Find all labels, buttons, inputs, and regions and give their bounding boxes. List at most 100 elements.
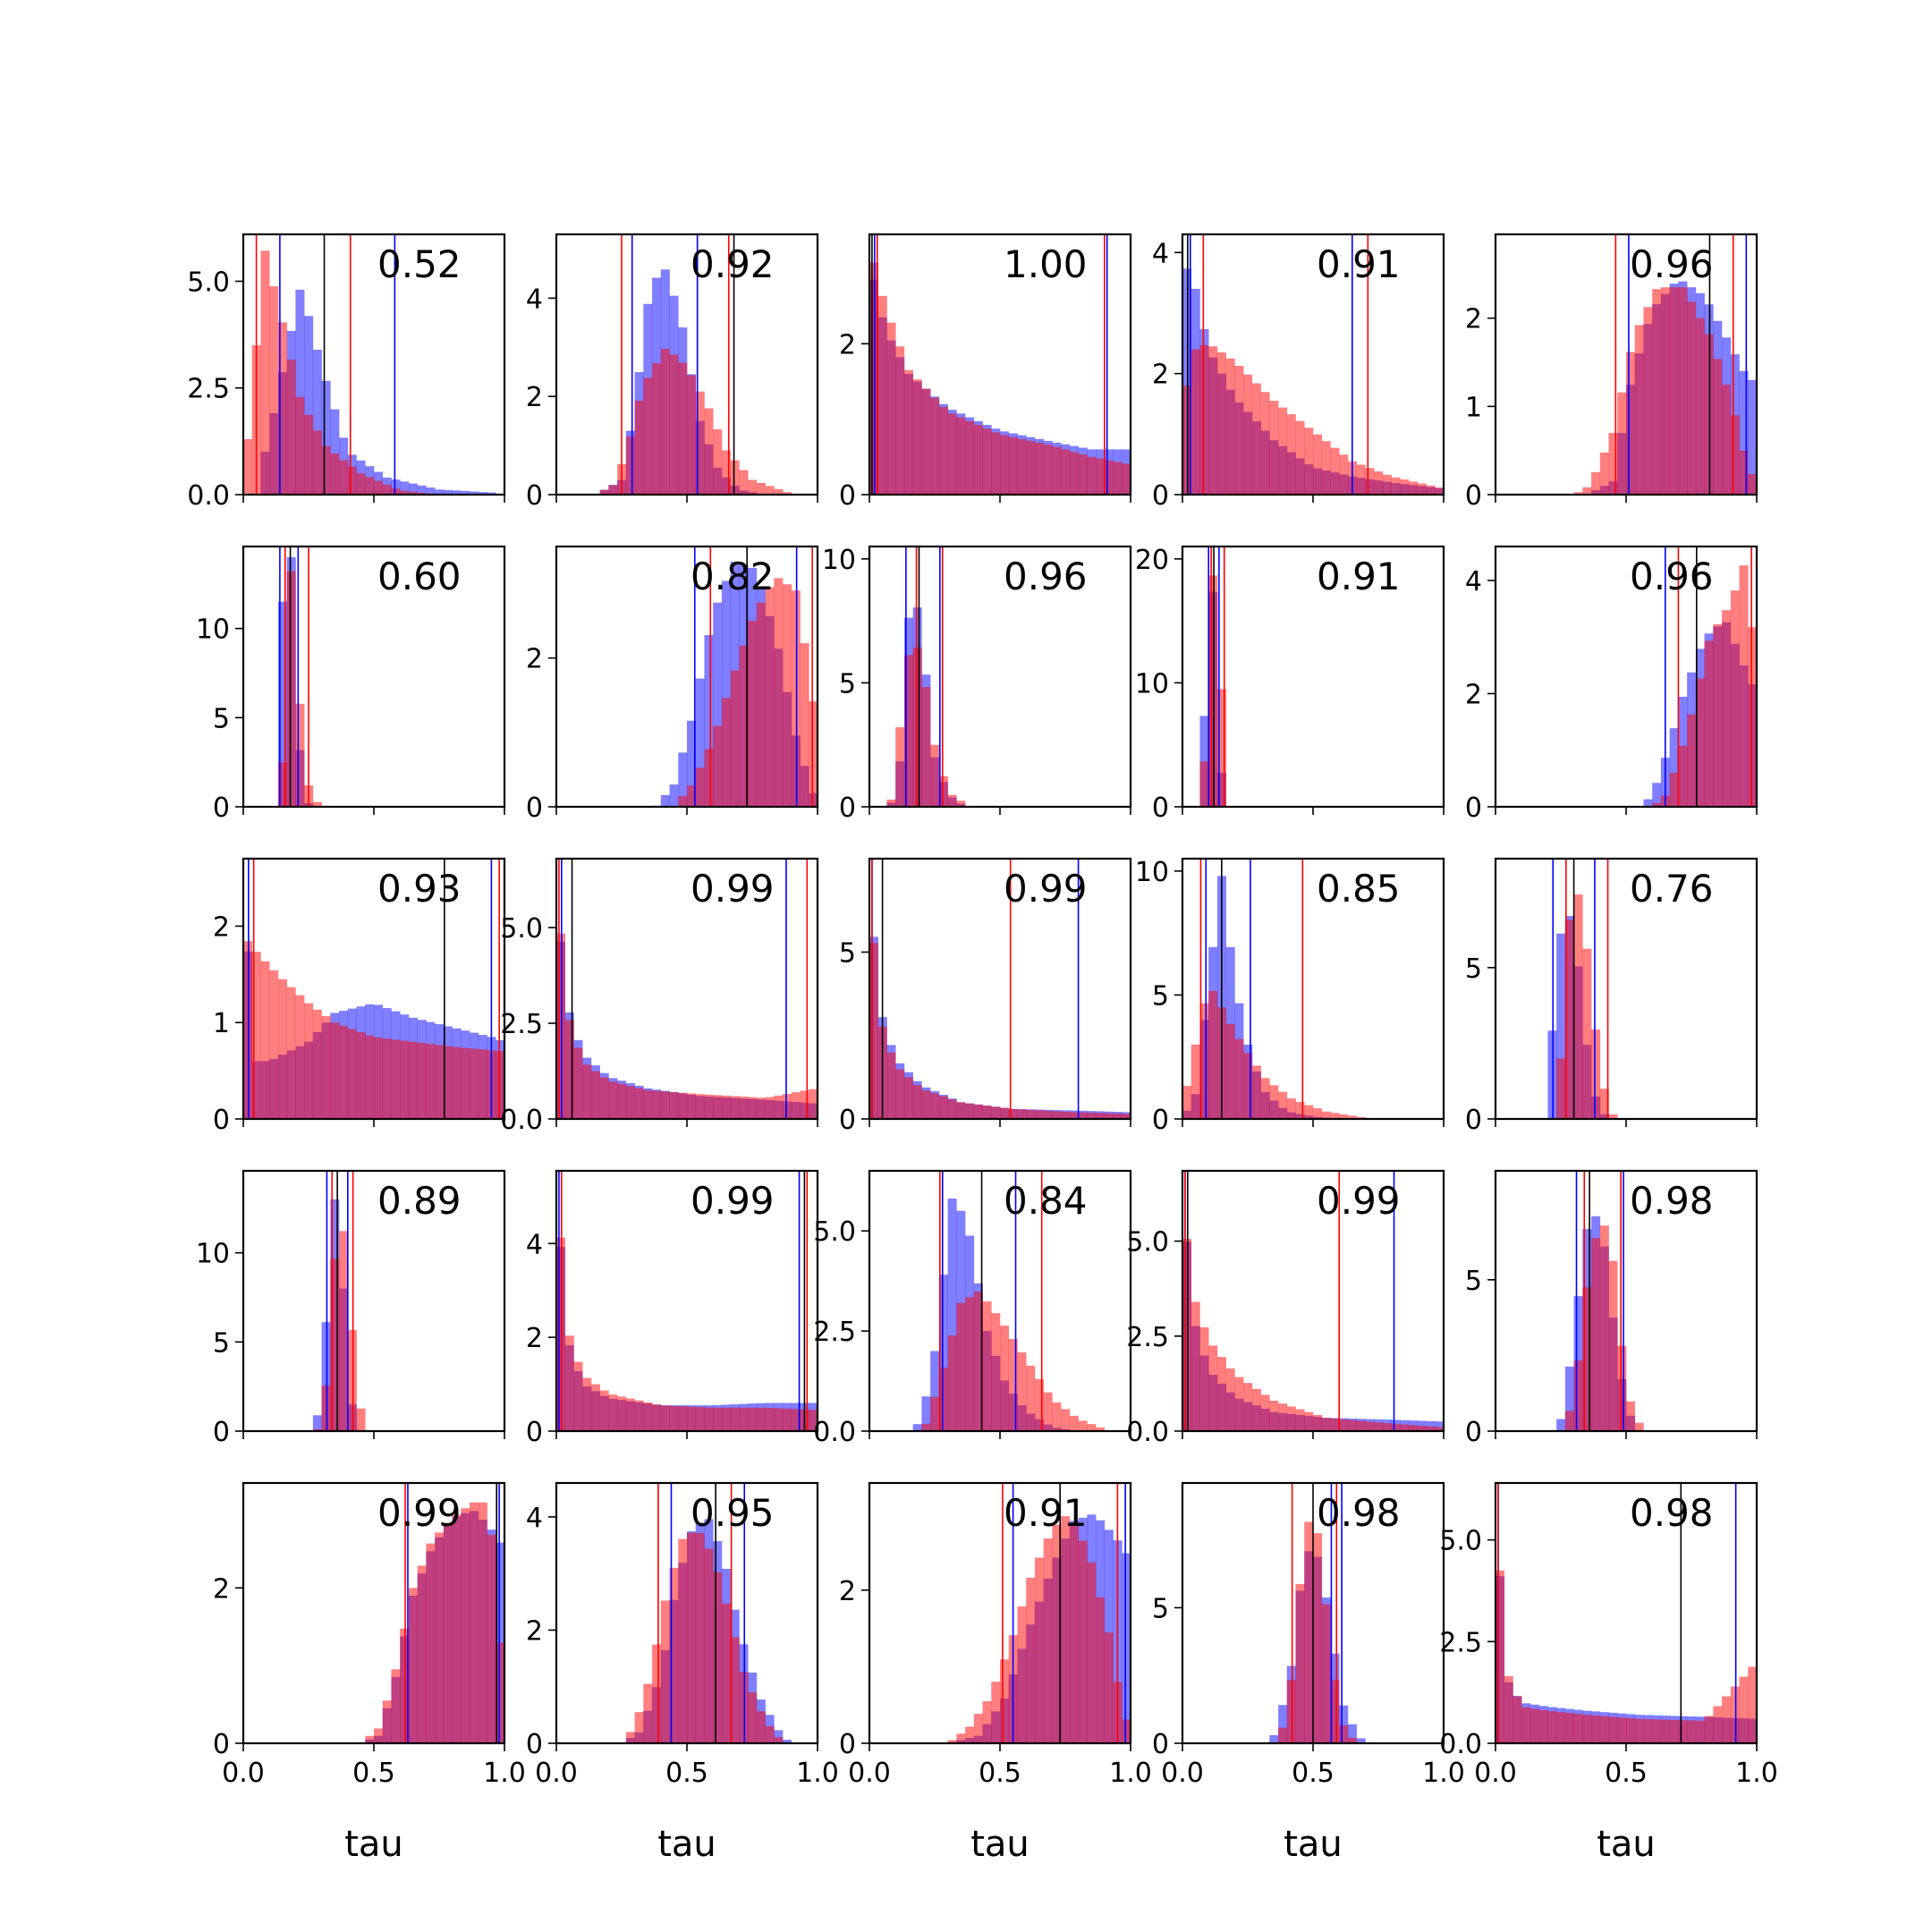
red-bar	[1191, 1044, 1200, 1119]
plot-area	[277, 547, 322, 807]
panel-value-label: 0.96	[1004, 555, 1088, 598]
red-histogram	[1182, 345, 1444, 495]
red-bar	[1739, 450, 1749, 495]
red-bar	[704, 749, 714, 807]
red-bar	[286, 360, 296, 495]
red-bar	[791, 1092, 801, 1119]
red-bar	[330, 1022, 340, 1119]
red-bar	[277, 762, 287, 807]
red-bar	[1243, 1383, 1253, 1431]
red-bar	[1496, 1570, 1505, 1743]
red-bar	[930, 1093, 940, 1119]
red-bar	[1722, 385, 1732, 495]
red-bar	[678, 1092, 688, 1119]
red-bar	[1008, 436, 1018, 495]
red-bar	[1730, 415, 1740, 495]
red-bar	[660, 1405, 670, 1431]
blue-bar	[330, 409, 340, 495]
red-bar	[1069, 1524, 1079, 1743]
red-bar	[1687, 301, 1697, 495]
red-bar	[260, 250, 270, 495]
blue-bar	[930, 1351, 940, 1431]
plot-area	[625, 1483, 792, 1743]
red-bar	[756, 1711, 766, 1743]
blue-bar	[277, 601, 287, 807]
red-bar	[582, 1064, 592, 1119]
plot-area	[1182, 1171, 1444, 1431]
red-bar	[1643, 1719, 1653, 1743]
panel-value-label: 0.93	[377, 867, 462, 911]
y-tick-label: 2	[213, 911, 230, 943]
panel-2-3: 0 5 10 0.96	[822, 545, 1132, 824]
y-tick-label: 4	[526, 1503, 543, 1534]
red-bar	[356, 473, 366, 495]
red-bar	[1026, 440, 1036, 495]
red-bar	[625, 1086, 635, 1119]
red-bar	[243, 438, 253, 495]
red-bar	[652, 1644, 662, 1743]
red-bar	[783, 584, 792, 807]
red-bar	[1730, 1686, 1740, 1743]
red-bar	[417, 1042, 427, 1119]
red-bar	[991, 1682, 1001, 1743]
red-bar	[1278, 1727, 1288, 1743]
blue-bar	[408, 483, 418, 495]
x-tick-label: 0.5	[352, 1758, 395, 1789]
panel-value-label: 0.84	[1004, 1179, 1088, 1223]
blue-bar	[443, 489, 453, 495]
red-bar	[391, 488, 401, 495]
red-bar	[304, 1003, 314, 1119]
red-bar	[748, 1097, 758, 1119]
red-bar	[1356, 464, 1366, 495]
red-bar	[1225, 358, 1235, 495]
red-bar	[1017, 438, 1027, 495]
red-bar	[400, 1628, 410, 1743]
red-bar	[1286, 1680, 1296, 1743]
y-tick-label: 5.0	[500, 913, 543, 945]
red-bar	[669, 354, 679, 495]
red-bar	[739, 1672, 749, 1743]
red-bar	[687, 1406, 697, 1431]
red-bar	[1739, 565, 1749, 807]
red-bar	[938, 407, 948, 495]
red-bar	[1330, 1418, 1340, 1431]
red-bar	[1278, 1091, 1288, 1119]
blue-bar	[912, 1424, 922, 1431]
blue-bar	[938, 1275, 948, 1431]
y-tick-label: 0	[526, 1417, 543, 1448]
red-bar	[678, 362, 688, 495]
red-bar	[739, 1407, 749, 1431]
red-histogram	[243, 250, 436, 495]
red-bar	[643, 1683, 653, 1743]
red-bar	[765, 1097, 775, 1119]
red-bar	[1069, 1415, 1079, 1431]
red-bar	[1626, 352, 1636, 495]
plot-area	[1269, 1483, 1375, 1743]
red-bar	[704, 1548, 714, 1743]
red-bar	[1043, 1110, 1053, 1119]
red-bar	[1687, 714, 1697, 807]
red-bar	[1321, 1111, 1331, 1119]
red-bar	[625, 436, 635, 495]
red-bar	[1347, 1419, 1357, 1431]
red-bar	[1391, 1423, 1401, 1431]
red-bar	[1304, 1521, 1314, 1743]
red-bar	[1304, 1411, 1314, 1431]
red-bar	[669, 1567, 679, 1743]
red-bar	[1538, 1709, 1548, 1743]
red-bar	[1382, 1423, 1392, 1431]
red-bar	[1591, 1238, 1601, 1431]
red-bar	[713, 1407, 723, 1431]
panel-4-2: 0 2 4 0.99	[526, 1169, 819, 1448]
red-bar	[721, 1407, 731, 1431]
red-bar	[1260, 1394, 1270, 1431]
red-bar	[1061, 1409, 1071, 1431]
red-histogram	[869, 943, 1131, 1119]
red-bar	[1365, 468, 1375, 495]
y-tick-label: 2.5	[1439, 1627, 1482, 1658]
red-histogram	[1652, 565, 1757, 807]
red-bar	[1591, 1715, 1601, 1743]
blue-bar	[312, 1415, 322, 1431]
red-bar	[1295, 1102, 1305, 1119]
red-bar	[687, 1093, 697, 1119]
